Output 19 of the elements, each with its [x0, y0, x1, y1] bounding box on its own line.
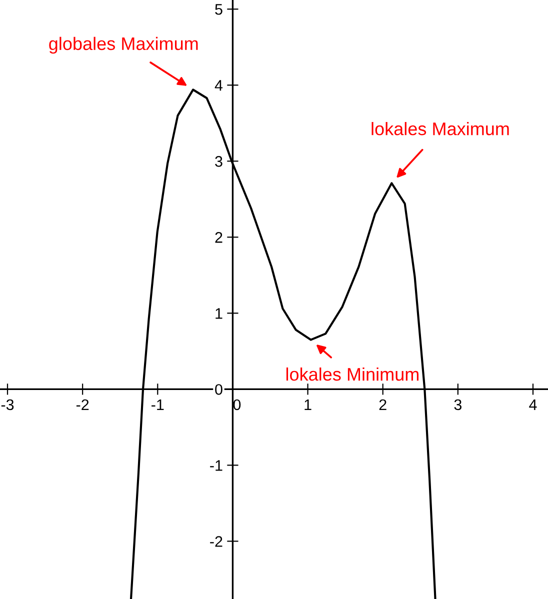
x-tick-label: -3: [1, 399, 14, 410]
y-tick-label: 2: [215, 232, 222, 243]
x-tick-label: 2: [379, 399, 386, 410]
y-tick-label: -1: [210, 460, 222, 471]
y-tick-label: 5: [215, 4, 222, 15]
x-tick-label: -2: [76, 399, 89, 410]
x-tick-label: 3: [454, 399, 462, 410]
annotation: globales Maximum: [49, 36, 198, 54]
y-tick-label: 3: [215, 156, 222, 167]
y-tick-label: 4: [214, 80, 223, 91]
x-tick-label: 0: [233, 399, 241, 410]
annotation: lokales Maximum: [372, 122, 509, 136]
y-tick-label: -2: [210, 536, 222, 547]
y-tick-label: 1: [216, 308, 222, 319]
annotation: lokales Minimum: [286, 367, 418, 381]
x-tick-label: 1: [304, 399, 312, 410]
x-tick-label: -1: [152, 399, 164, 410]
y-tick-label: 0: [215, 384, 222, 395]
x-tick-label: 4: [529, 399, 537, 410]
